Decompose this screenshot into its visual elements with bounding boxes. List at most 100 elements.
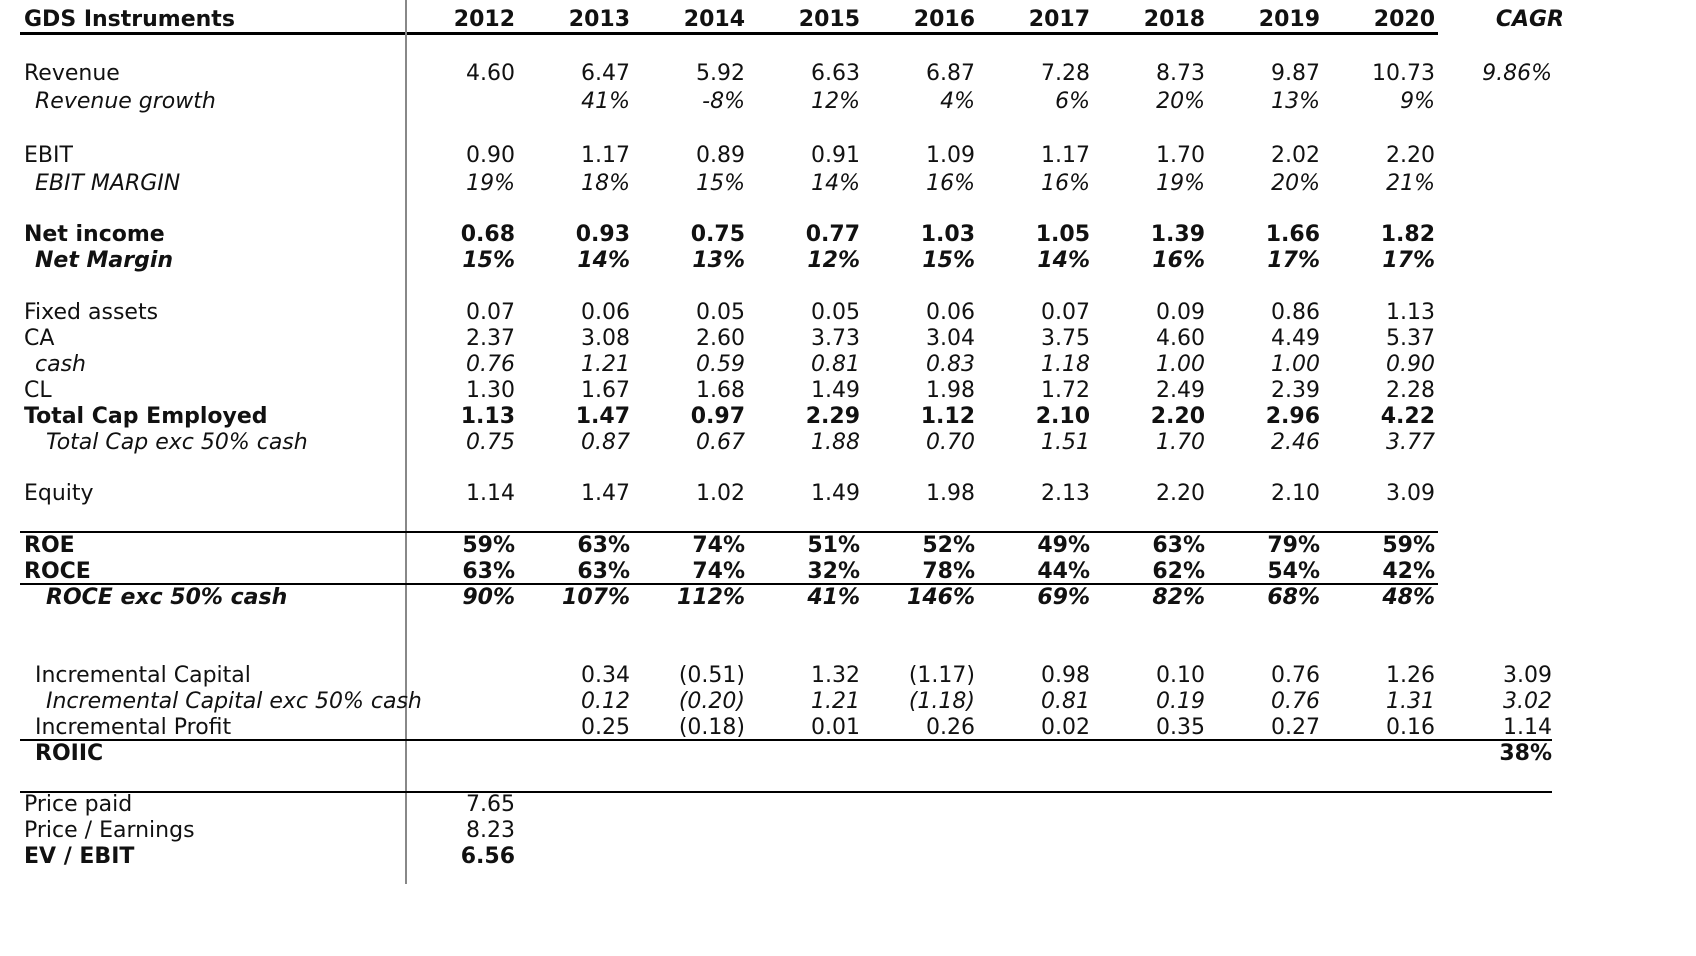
value-cell: 54% <box>1267 559 1320 584</box>
roce-underline <box>20 583 1438 585</box>
value-cell: 2.02 <box>1271 143 1320 168</box>
value-cell: 18% <box>581 171 630 196</box>
value-cell: 78% <box>922 559 975 584</box>
value-cell: 2.10 <box>1035 404 1090 429</box>
value-cell: 14% <box>811 171 860 196</box>
value-cell: 0.34 <box>581 663 630 688</box>
value-cell: 0.35 <box>1156 715 1205 740</box>
value-cell: 74% <box>692 559 745 584</box>
value-cell: 1.49 <box>811 481 860 506</box>
value-cell: 1.13 <box>460 404 515 429</box>
value-cell: 1.03 <box>920 222 975 247</box>
value-cell: 1.70 <box>1156 143 1205 168</box>
value-cell: 17% <box>1382 248 1435 273</box>
value-cell: 0.06 <box>581 300 630 325</box>
value-cell: 20% <box>1156 89 1205 114</box>
value-cell: 1.26 <box>1386 663 1435 688</box>
row-label: ROCE <box>24 559 91 584</box>
value-cell: 2.37 <box>466 326 515 351</box>
value-cell: 7.28 <box>1041 61 1090 86</box>
value-cell: 0.09 <box>1156 300 1205 325</box>
valuation-top-rule <box>20 791 1552 793</box>
value-cell: 59% <box>1382 533 1435 558</box>
value-cell: 1.30 <box>466 378 515 403</box>
value-cell: 1.98 <box>926 481 975 506</box>
value-cell: 16% <box>1152 248 1205 273</box>
year-header-2012: 2012 <box>453 7 515 32</box>
value-cell: 42% <box>1382 559 1435 584</box>
value-cell: (0.18) <box>678 715 745 740</box>
value-cell: 6.47 <box>581 61 630 86</box>
value-cell: 0.10 <box>1156 663 1205 688</box>
value-cell: 0.06 <box>926 300 975 325</box>
value-cell: 0.97 <box>690 404 745 429</box>
value-cell: 1.82 <box>1380 222 1435 247</box>
value-cell: -8% <box>702 89 745 114</box>
value-cell: 0.75 <box>466 430 515 455</box>
value-cell: 0.81 <box>811 352 860 377</box>
value-cell: 6.63 <box>811 61 860 86</box>
value-cell: 0.98 <box>1041 663 1090 688</box>
value-cell: 0.91 <box>811 143 860 168</box>
value-cell: 1.72 <box>1041 378 1090 403</box>
value-cell: 1.67 <box>581 378 630 403</box>
value-cell: 0.25 <box>581 715 630 740</box>
value-cell: 0.59 <box>696 352 745 377</box>
value-cell: 4% <box>940 89 975 114</box>
value-cell: 4.22 <box>1380 404 1435 429</box>
value-cell: 0.90 <box>1386 352 1435 377</box>
row-label: Price paid <box>24 792 133 817</box>
value-cell: 7.65 <box>466 792 515 817</box>
row-label: ROE <box>24 533 75 558</box>
value-cell: 44% <box>1037 559 1090 584</box>
value-cell: 1.98 <box>926 378 975 403</box>
value-cell: 19% <box>466 171 515 196</box>
value-cell: 1.21 <box>581 352 630 377</box>
value-cell: 1.51 <box>1041 430 1090 455</box>
value-cell: 63% <box>1152 533 1205 558</box>
value-cell: 2.20 <box>1386 143 1435 168</box>
value-cell: (1.17) <box>908 663 975 688</box>
row-label: ROIIC <box>35 741 104 766</box>
year-header-2013: 2013 <box>568 7 630 32</box>
value-cell: 15% <box>922 248 975 273</box>
value-cell: 41% <box>581 89 630 114</box>
row-label: CL <box>24 378 52 403</box>
row-label: Incremental Capital <box>35 663 251 688</box>
value-cell: 1.17 <box>1041 143 1090 168</box>
value-cell: 2.49 <box>1156 378 1205 403</box>
value-cell: 8.23 <box>466 818 515 843</box>
value-cell: 1.17 <box>581 143 630 168</box>
year-header-2015: 2015 <box>798 7 860 32</box>
value-cell: 1.09 <box>926 143 975 168</box>
value-cell: (1.18) <box>908 689 975 714</box>
value-cell: (0.51) <box>678 663 745 688</box>
row-label: Incremental Profit <box>35 715 232 740</box>
value-cell: 48% <box>1382 585 1435 610</box>
row-label: EBIT <box>24 143 73 168</box>
value-cell: 0.77 <box>805 222 860 247</box>
value-cell: 0.12 <box>581 689 630 714</box>
value-cell: 16% <box>926 171 975 196</box>
value-cell: 0.70 <box>926 430 975 455</box>
row-label: cash <box>35 352 86 377</box>
value-cell: 0.01 <box>811 715 860 740</box>
value-cell: 14% <box>577 248 630 273</box>
value-cell: 2.29 <box>805 404 860 429</box>
value-cell: 1.39 <box>1150 222 1205 247</box>
incremental-profit-underline <box>20 739 1552 741</box>
value-cell: 49% <box>1037 533 1090 558</box>
value-cell: 2.10 <box>1271 481 1320 506</box>
table-title: GDS Instruments <box>24 7 235 32</box>
value-cell: (0.20) <box>678 689 745 714</box>
value-cell: 1.00 <box>1156 352 1205 377</box>
row-label: ROCE exc 50% cash <box>46 585 288 610</box>
value-cell: 9% <box>1400 89 1435 114</box>
value-cell: 2.13 <box>1041 481 1090 506</box>
value-cell: 51% <box>807 533 860 558</box>
label-column-divider <box>405 0 407 884</box>
value-cell: 2.60 <box>696 326 745 351</box>
value-cell: 16% <box>1041 171 1090 196</box>
cagr-cell: 3.09 <box>1503 663 1552 688</box>
